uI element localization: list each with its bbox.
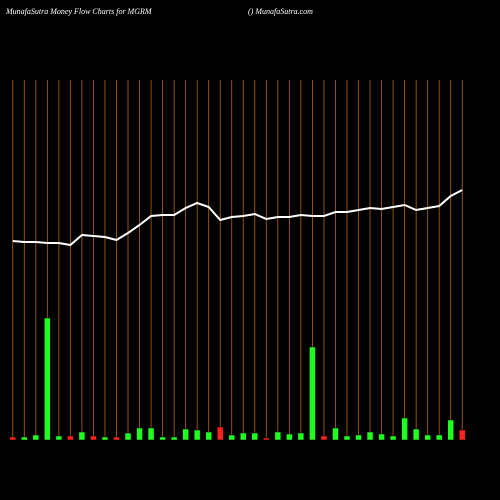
volume-bar bbox=[343, 435, 351, 441]
volume-bar bbox=[147, 427, 155, 441]
volume-bar bbox=[170, 436, 178, 441]
volume-bar bbox=[286, 433, 293, 441]
volume-bar bbox=[159, 436, 166, 441]
chart-title: MunafaSutra Money Flow Charts for MGRM bbox=[5, 7, 153, 16]
volume-bar bbox=[9, 436, 17, 441]
volume-bar bbox=[182, 428, 189, 441]
volume-bar bbox=[67, 435, 74, 441]
volume-bar bbox=[412, 428, 420, 441]
volume-bar bbox=[378, 433, 385, 441]
volume-bar bbox=[193, 429, 201, 441]
volume-bar bbox=[113, 436, 120, 441]
volume-bar bbox=[78, 431, 86, 441]
volume-bar bbox=[309, 346, 316, 441]
volume-bar bbox=[320, 435, 328, 441]
volume-bar bbox=[355, 434, 362, 441]
volume-bar bbox=[389, 435, 397, 441]
volume-bar bbox=[263, 437, 270, 441]
volume-bar bbox=[32, 434, 40, 441]
volume-bar bbox=[297, 432, 305, 441]
volume-bar bbox=[216, 426, 224, 441]
volume-bar bbox=[101, 436, 109, 441]
volume-bar bbox=[401, 417, 408, 441]
volume-bar bbox=[366, 431, 374, 441]
volume-bar bbox=[136, 427, 143, 441]
volume-bar bbox=[251, 432, 259, 441]
volume-bar bbox=[447, 419, 454, 441]
volume-bar bbox=[424, 434, 431, 441]
volume-bar bbox=[458, 429, 466, 441]
volume-bar bbox=[332, 427, 339, 441]
volume-bar bbox=[228, 434, 235, 441]
volume-bar bbox=[55, 435, 63, 441]
volume-bar bbox=[21, 436, 28, 441]
volume-bar bbox=[44, 317, 51, 441]
volume-bar bbox=[90, 435, 97, 441]
volume-bar bbox=[435, 434, 443, 441]
chart-subtitle: () MunafaSutra.com bbox=[248, 7, 313, 16]
volume-bar bbox=[124, 432, 132, 441]
volume-bar bbox=[274, 431, 282, 441]
volume-bar bbox=[205, 431, 212, 441]
price-line bbox=[12, 189, 463, 247]
volume-bar bbox=[240, 432, 247, 441]
